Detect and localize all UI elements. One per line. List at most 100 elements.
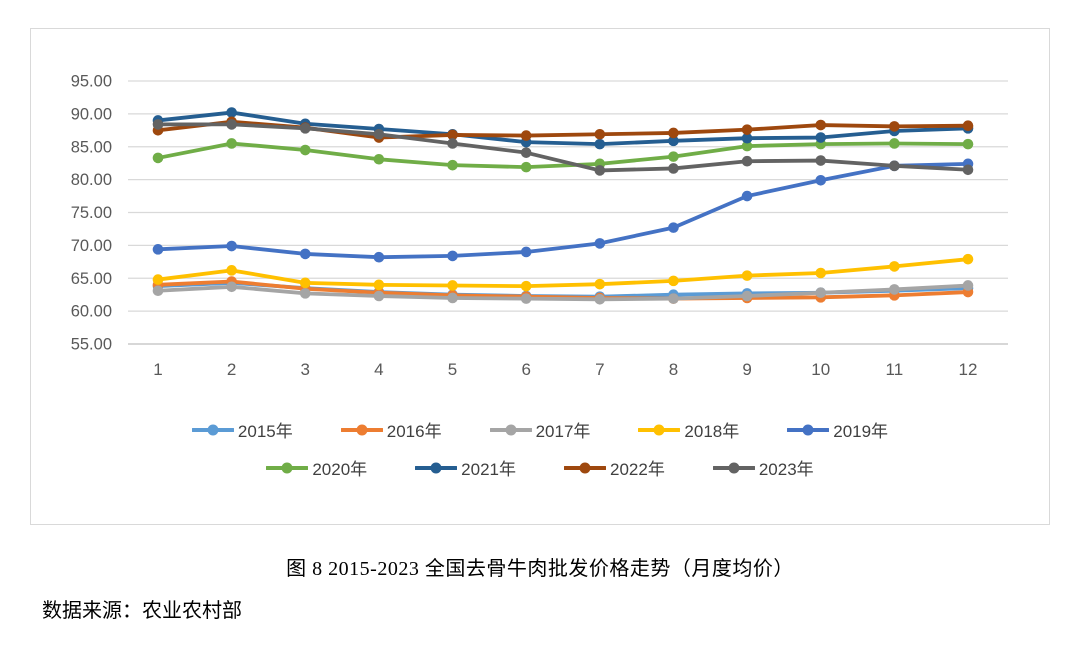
legend-marker-icon — [489, 424, 532, 435]
data-point-marker — [299, 144, 311, 156]
data-point-marker — [373, 279, 385, 291]
y-axis-tick-label: 65.00 — [71, 270, 112, 288]
data-point-marker — [962, 164, 974, 176]
data-point-marker — [226, 138, 237, 149]
x-axis-tick-label: 3 — [301, 360, 310, 379]
legend-label: 2022年 — [610, 460, 665, 479]
data-point-marker — [668, 127, 679, 139]
legend-marker-icon — [266, 462, 309, 473]
series-line-2020年 — [156, 141, 970, 170]
legend-label: 2018年 — [684, 422, 740, 441]
data-point-marker — [520, 161, 532, 173]
legend-row: 2020年 2021年 2022年 2023年 — [266, 455, 814, 480]
data-point-marker — [447, 280, 458, 291]
x-axis-tick-label: 12 — [959, 360, 978, 379]
data-point-marker — [741, 270, 753, 281]
data-point-marker — [152, 152, 164, 164]
data-point-marker — [889, 138, 900, 149]
legend-label: 2017年 — [535, 422, 591, 441]
legend-item-2019年: 2019年 — [787, 417, 888, 442]
x-axis-tick-label: 1 — [153, 360, 162, 379]
y-axis-tick-label: 80.00 — [71, 171, 112, 189]
data-point-marker — [299, 288, 311, 299]
data-point-marker — [299, 248, 311, 260]
data-point-marker — [741, 124, 753, 135]
legend-marker-icon — [191, 424, 234, 435]
legend-label: 2021年 — [461, 460, 516, 479]
data-point-marker — [520, 147, 532, 158]
data-point-marker — [152, 119, 164, 130]
data-point-marker — [889, 121, 900, 132]
data-point-marker — [299, 123, 311, 134]
x-axis-tick-label: 8 — [669, 360, 678, 379]
data-point-marker — [889, 284, 900, 295]
data-point-marker — [520, 293, 532, 304]
data-point-marker — [668, 275, 679, 287]
chart-plot-area: 95.00 90.00 85.00 80.00 75.00 70.00 65.00 60.00… — [71, 73, 1008, 379]
data-point-marker — [226, 119, 237, 130]
data-point-marker — [447, 129, 458, 141]
data-point-marker — [447, 292, 458, 304]
legend-item-2020年: 2020年 — [266, 455, 367, 480]
data-point-marker — [594, 138, 606, 150]
data-point-marker — [815, 132, 827, 143]
y-axis-tick-label: 70.00 — [71, 237, 112, 255]
y-axis-tick-label: 95.00 — [71, 73, 112, 91]
data-point-marker — [594, 238, 606, 249]
data-point-marker — [962, 120, 974, 132]
data-point-marker — [815, 267, 827, 279]
data-point-marker — [668, 293, 679, 304]
y-axis-tick-label: 60.00 — [71, 303, 112, 321]
data-point-marker — [889, 160, 900, 172]
data-point-marker — [962, 253, 974, 265]
legend-item-2018年: 2018年 — [638, 417, 739, 442]
data-point-marker — [889, 261, 900, 272]
data-point-marker — [815, 174, 827, 186]
data-point-marker — [594, 278, 606, 290]
legend-label: 2016年 — [386, 422, 442, 441]
series-line-2023年 — [156, 122, 970, 173]
data-point-marker — [152, 285, 164, 297]
data-point-marker — [226, 107, 237, 118]
x-axis-tick-label: 2 — [227, 360, 236, 379]
data-point-marker — [520, 246, 532, 258]
data-point-marker — [962, 138, 974, 150]
data-point-marker — [594, 165, 606, 176]
x-axis-tick-label: 4 — [374, 360, 383, 379]
y-axis-tick-label: 55.00 — [71, 336, 112, 354]
data-point-marker — [520, 130, 532, 141]
data-point-marker — [373, 290, 385, 302]
data-point-marker — [373, 251, 385, 263]
legend-item-2023年: 2023年 — [712, 455, 814, 480]
data-point-marker — [668, 163, 679, 174]
data-point-marker — [373, 128, 385, 140]
data-point-marker — [226, 240, 237, 252]
data-point-marker — [962, 280, 974, 291]
data-point-marker — [815, 287, 827, 299]
data-point-marker — [741, 132, 753, 144]
data-point-marker — [668, 151, 679, 162]
data-point-marker — [741, 290, 753, 302]
data-point-marker — [668, 222, 679, 233]
legend-label: 2020年 — [312, 460, 368, 479]
x-axis-tick-label: 11 — [886, 360, 904, 379]
legend-label: 2015年 — [237, 422, 293, 441]
x-axis-tick-label: 5 — [448, 360, 457, 379]
y-axis-tick-label: 85.00 — [71, 138, 112, 156]
legend-marker-icon — [638, 424, 681, 435]
data-point-marker — [226, 265, 237, 276]
series-line-2018年 — [156, 257, 970, 289]
data-point-marker — [447, 138, 458, 149]
data-point-marker — [447, 250, 458, 262]
data-point-marker — [741, 140, 753, 152]
data-point-marker — [373, 153, 385, 165]
beef-price-line-chart: 95.00 90.00 85.00 80.00 75.00 70.00 65.00 60.00… — [30, 28, 1050, 525]
series-line-2019年 — [156, 161, 970, 260]
legend-label: 2019年 — [833, 422, 889, 441]
chart-legend: 2015年 2016年 2017年 2018年 2019年 2020年 2021年 2022年… — [31, 417, 1049, 480]
x-axis-tick-label: 9 — [742, 360, 751, 379]
data-point-marker — [741, 190, 753, 202]
data-point-marker — [299, 277, 311, 289]
x-axis-tick-label: 10 — [811, 360, 830, 379]
